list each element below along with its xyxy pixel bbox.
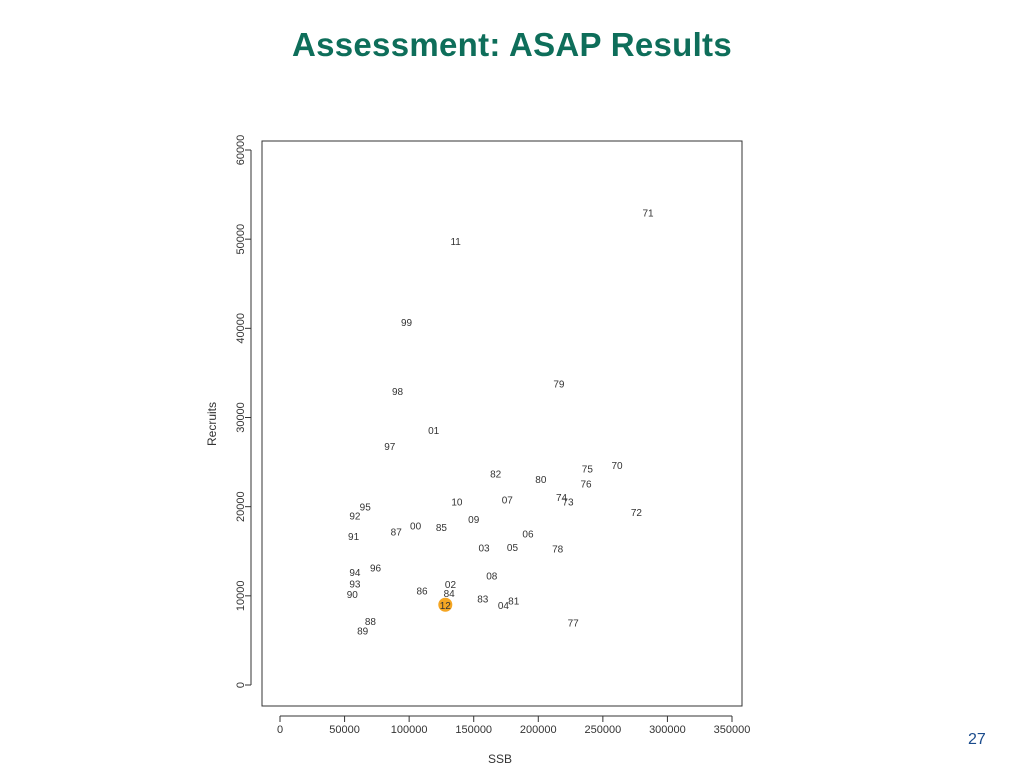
point-label: 72 bbox=[631, 508, 643, 519]
plot-frame bbox=[261, 140, 743, 707]
highlight-marker bbox=[438, 597, 453, 612]
point-label: 03 bbox=[478, 544, 490, 555]
point-label: 90 bbox=[347, 590, 359, 601]
point-label: 87 bbox=[391, 528, 403, 539]
point-label: 78 bbox=[552, 545, 564, 556]
point-label: 08 bbox=[486, 571, 498, 582]
point-label: 98 bbox=[392, 387, 404, 398]
point-label: 86 bbox=[416, 586, 428, 597]
point-label: 79 bbox=[553, 380, 565, 391]
point-label: 74 bbox=[556, 493, 568, 504]
page-number: 27 bbox=[968, 731, 986, 748]
point-label: 82 bbox=[490, 470, 502, 481]
y-tick-label: 20000 bbox=[235, 491, 247, 522]
point-label: 11 bbox=[450, 237, 461, 248]
x-tick-label: 0 bbox=[277, 724, 283, 736]
point-label: 12 bbox=[440, 601, 452, 612]
x-tick-label: 200000 bbox=[520, 724, 557, 736]
y-tick-label: 60000 bbox=[235, 135, 247, 166]
x-tick-label: 350000 bbox=[714, 724, 751, 736]
point-label: 94 bbox=[349, 568, 361, 579]
point-label: 05 bbox=[507, 543, 519, 554]
point-label: 04 bbox=[498, 601, 510, 612]
y-tick-label: 30000 bbox=[235, 402, 247, 433]
x-axis: 0 50000 100000 150000 200000 250000 300000 3500… bbox=[277, 715, 751, 736]
x-tick-label: 50000 bbox=[329, 724, 360, 736]
point-label: 73 bbox=[562, 497, 574, 508]
x-tick-label: 250000 bbox=[584, 724, 621, 736]
point-label: 88 bbox=[365, 617, 377, 628]
point-label: 89 bbox=[357, 627, 369, 638]
point-label: 01 bbox=[428, 426, 440, 437]
y-axis: 0 10000 20000 30000 40000 50000 60000 bbox=[235, 135, 252, 688]
point-label: 96 bbox=[370, 563, 382, 574]
point-label: 85 bbox=[436, 523, 448, 534]
point-label: 95 bbox=[360, 503, 372, 514]
y-tick-label: 40000 bbox=[235, 313, 247, 344]
point-label: 02 bbox=[445, 580, 457, 591]
point-label: 83 bbox=[477, 595, 489, 606]
point-label: 93 bbox=[349, 579, 361, 590]
x-axis-label: SSB bbox=[488, 752, 512, 766]
point-label: 92 bbox=[349, 512, 361, 523]
point-label: 76 bbox=[581, 479, 593, 490]
x-tick-label: 300000 bbox=[649, 724, 686, 736]
point-label: 09 bbox=[468, 515, 480, 526]
point-label: 77 bbox=[568, 619, 580, 630]
point-label: 80 bbox=[535, 475, 547, 486]
point-label: 00 bbox=[410, 521, 422, 532]
point-label: 91 bbox=[348, 532, 360, 543]
y-tick-label: 0 bbox=[235, 682, 247, 688]
point-label: 70 bbox=[612, 461, 624, 472]
point-label: 75 bbox=[582, 464, 594, 475]
y-tick-label: 50000 bbox=[235, 224, 247, 255]
point-label: 10 bbox=[451, 497, 463, 508]
point-label: 06 bbox=[522, 529, 534, 540]
point-label: 84 bbox=[444, 589, 456, 600]
slide-title: Assessment: ASAP Results bbox=[291, 26, 733, 63]
point-label: 97 bbox=[384, 442, 396, 453]
x-tick-label: 150000 bbox=[455, 724, 492, 736]
point-label: 07 bbox=[502, 496, 514, 507]
y-tick-label: 10000 bbox=[235, 581, 247, 612]
y-axis-label: Recruits bbox=[205, 402, 219, 446]
point-label: 81 bbox=[508, 596, 520, 607]
point-label: 71 bbox=[642, 208, 654, 219]
x-tick-label: 100000 bbox=[391, 724, 428, 736]
point-label: 99 bbox=[401, 318, 413, 329]
